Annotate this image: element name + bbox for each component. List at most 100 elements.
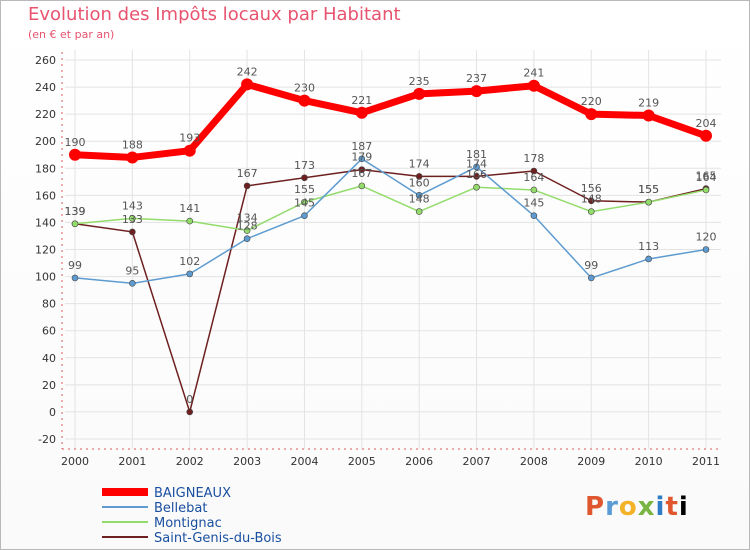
legend: BAIGNEAUXBellebatMontignacSaint-Genis-du… bbox=[102, 486, 282, 546]
data-point bbox=[126, 151, 139, 164]
data-label: 0 bbox=[186, 393, 193, 406]
data-label: 237 bbox=[466, 72, 487, 85]
series-line-baigneaux bbox=[74, 80, 708, 161]
data-label: 178 bbox=[523, 152, 544, 165]
data-point bbox=[585, 108, 598, 121]
legend-label: Saint-Genis-du-Bois bbox=[154, 531, 282, 546]
legend-label: Bellebat bbox=[154, 501, 207, 516]
data-point bbox=[301, 174, 308, 182]
data-label: 143 bbox=[122, 199, 143, 212]
y-tick-label: 260 bbox=[35, 54, 56, 67]
x-tick-label: 2006 bbox=[405, 455, 433, 468]
y-tick-label: 80 bbox=[42, 298, 56, 311]
data-label: 167 bbox=[351, 167, 372, 180]
y-tick-label: 20 bbox=[42, 379, 56, 392]
data-label: 164 bbox=[523, 171, 544, 184]
data-point bbox=[700, 129, 712, 142]
data-point bbox=[527, 79, 540, 92]
data-label: 145 bbox=[523, 197, 544, 210]
data-label: 235 bbox=[409, 75, 430, 88]
x-tick-label: 2009 bbox=[577, 455, 605, 468]
axes: -200204060801001201401601802002202402602… bbox=[35, 52, 721, 468]
x-tick-label: 2002 bbox=[176, 455, 204, 468]
data-point bbox=[530, 212, 538, 219]
data-point bbox=[243, 182, 251, 190]
data-point bbox=[129, 215, 136, 222]
data-label: 145 bbox=[294, 197, 315, 210]
data-point bbox=[298, 94, 311, 107]
data-label: 241 bbox=[523, 67, 544, 80]
y-tick-label: 60 bbox=[42, 325, 56, 338]
data-point bbox=[415, 192, 423, 199]
data-label: 190 bbox=[65, 136, 86, 149]
data-point bbox=[473, 183, 480, 191]
data-point bbox=[71, 220, 79, 228]
data-label: 164 bbox=[696, 171, 717, 184]
series-line-montignac bbox=[74, 185, 707, 232]
data-point bbox=[473, 173, 480, 180]
data-label: 133 bbox=[122, 213, 143, 226]
data-label: 102 bbox=[179, 255, 200, 268]
y-tick-label: -20 bbox=[38, 433, 56, 446]
y-tick-label: 0 bbox=[49, 406, 56, 419]
y-tick-label: 120 bbox=[35, 244, 56, 257]
data-label: 99 bbox=[584, 259, 598, 272]
chart-title: Evolution des Impôts locaux par Habitant bbox=[28, 4, 401, 25]
data-point bbox=[587, 208, 595, 215]
data-point bbox=[415, 208, 423, 215]
data-point bbox=[243, 227, 251, 234]
data-point bbox=[530, 186, 538, 194]
data-point bbox=[129, 280, 136, 287]
data-label: 113 bbox=[638, 240, 659, 253]
data-point bbox=[645, 198, 652, 206]
data-label: 187 bbox=[351, 140, 372, 153]
data-label: 166 bbox=[466, 168, 487, 181]
data-label: 139 bbox=[65, 205, 86, 218]
data-point bbox=[186, 217, 194, 225]
data-label: 148 bbox=[581, 193, 602, 206]
y-tick-label: 140 bbox=[35, 216, 56, 229]
data-label: 128 bbox=[237, 220, 258, 233]
data-point bbox=[587, 197, 595, 205]
data-point bbox=[183, 144, 196, 157]
data-label: 141 bbox=[179, 202, 200, 215]
data-point bbox=[186, 408, 194, 416]
data-point bbox=[71, 274, 79, 282]
data-label: 95 bbox=[125, 264, 139, 277]
legend-label: BAIGNEAUX bbox=[154, 486, 231, 501]
data-point bbox=[301, 212, 308, 219]
x-tick-label: 2001 bbox=[118, 455, 146, 468]
series-line-bellebat bbox=[74, 158, 707, 285]
y-tick-label: 180 bbox=[35, 162, 56, 175]
data-point bbox=[470, 85, 483, 98]
y-tick-label: 100 bbox=[35, 271, 56, 284]
data-label: 204 bbox=[696, 117, 717, 130]
data-point bbox=[587, 274, 595, 282]
data-label: 230 bbox=[294, 82, 315, 95]
data-label: 156 bbox=[581, 182, 602, 195]
proxiti-logo: Proxiti bbox=[585, 492, 689, 522]
data-label: 179 bbox=[351, 151, 372, 164]
data-label: 155 bbox=[294, 183, 315, 196]
data-label: 174 bbox=[409, 157, 430, 170]
data-label: 155 bbox=[638, 183, 659, 196]
data-point bbox=[645, 255, 652, 263]
data-label: 167 bbox=[237, 167, 258, 180]
legend-label: Montignac bbox=[154, 516, 222, 531]
data-point bbox=[358, 166, 366, 173]
data-point bbox=[69, 148, 81, 161]
x-tick-label: 2010 bbox=[635, 455, 663, 468]
data-label: 139 bbox=[65, 205, 86, 218]
data-label: 221 bbox=[351, 94, 372, 107]
data-point bbox=[530, 167, 538, 175]
data-point bbox=[702, 186, 710, 194]
data-label: 188 bbox=[122, 138, 143, 151]
data-label: 155 bbox=[638, 183, 659, 196]
data-label: 165 bbox=[696, 170, 717, 183]
data-point bbox=[702, 246, 710, 253]
data-point bbox=[243, 235, 251, 242]
data-point bbox=[415, 173, 423, 180]
x-tick-label: 2005 bbox=[348, 455, 376, 468]
chart-subtitle: (en € et par an) bbox=[28, 28, 115, 41]
data-label: 173 bbox=[294, 159, 315, 172]
